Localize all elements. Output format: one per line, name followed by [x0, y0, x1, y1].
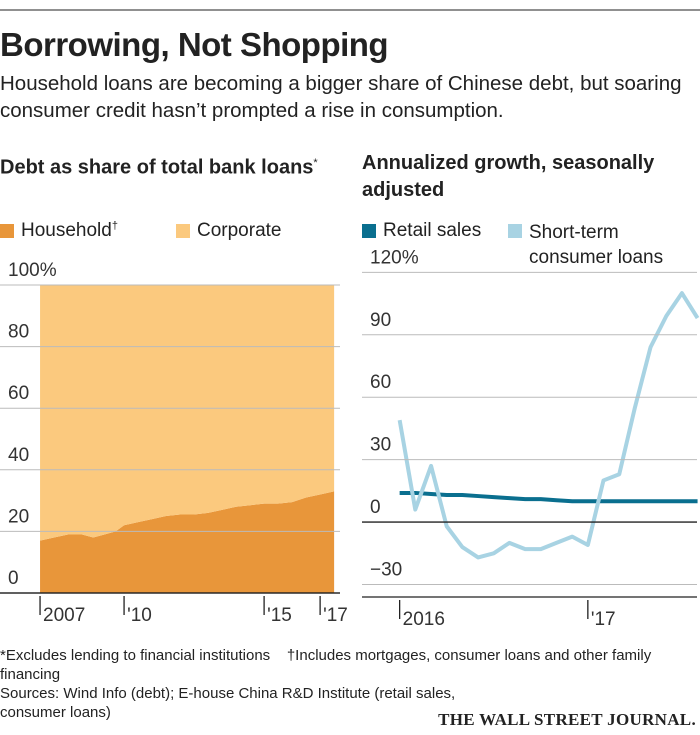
chart-title: Annualized growth, seasonally adjusted [362, 150, 700, 204]
y-tick-label: 0 [370, 497, 381, 518]
x-tick-label: 2016 [403, 609, 445, 630]
legend-swatch [0, 224, 14, 238]
note: *Excludes lending to financial instituti… [0, 647, 271, 664]
legend-swatch [508, 224, 522, 238]
y-tick-label: −30 [370, 560, 402, 581]
y-tick-label: 30 [370, 435, 391, 456]
chart-title-text: Annualized growth, seasonally adjusted [362, 152, 655, 201]
note: †Includes mortgages, consumer loans and … [0, 647, 652, 683]
legend-item: Retail sales [362, 220, 481, 242]
legend-note: † [111, 220, 118, 232]
y-tick-label: 120% [370, 247, 419, 268]
line [397, 291, 700, 560]
line [399, 490, 698, 504]
legend-item: Corporate [176, 220, 282, 242]
x-tick-label: '17 [323, 605, 348, 626]
legend-item: Household † [0, 220, 118, 242]
legend-label: Corporate [197, 220, 282, 241]
credit: THE WALL STREET JOURNAL. [438, 710, 696, 729]
chart-title-text: Debt as share of total bank loans [0, 156, 314, 179]
footnotes: *Excludes lending to financial instituti… [0, 646, 700, 722]
area [40, 285, 335, 541]
x-tick-label: 2007 [43, 605, 85, 626]
legend-label: Retail sales [383, 220, 482, 241]
y-tick-label: 90 [370, 310, 391, 331]
chart-title: Debt as share of total bank loans* [0, 150, 340, 182]
legend-swatch [362, 224, 376, 238]
x-tick-label: '10 [127, 605, 152, 626]
subheadline: Household loans are becoming a bigger sh… [0, 72, 682, 122]
legend-swatch [176, 224, 190, 238]
x-tick-label: '17 [591, 609, 616, 630]
y-tick-label: 20 [8, 506, 29, 527]
legend-label: Household [21, 220, 112, 241]
legend-item: Short-term consumer loans [508, 220, 688, 270]
y-tick-label: 0 [8, 568, 19, 589]
y-tick-label: 80 [8, 322, 29, 343]
y-tick-label: 60 [370, 372, 391, 393]
legend-label: Short-term consumer loans [529, 222, 664, 268]
headline: Borrowing, Not Shopping [0, 26, 389, 63]
y-tick-label: 100% [8, 260, 57, 281]
y-tick-label: 40 [8, 445, 29, 466]
x-tick-label: '15 [267, 605, 292, 626]
source: Sources: Wind Info (debt); E-house China… [0, 685, 456, 721]
y-tick-label: 60 [8, 383, 29, 404]
title-note: * [313, 157, 318, 169]
area [40, 491, 335, 593]
